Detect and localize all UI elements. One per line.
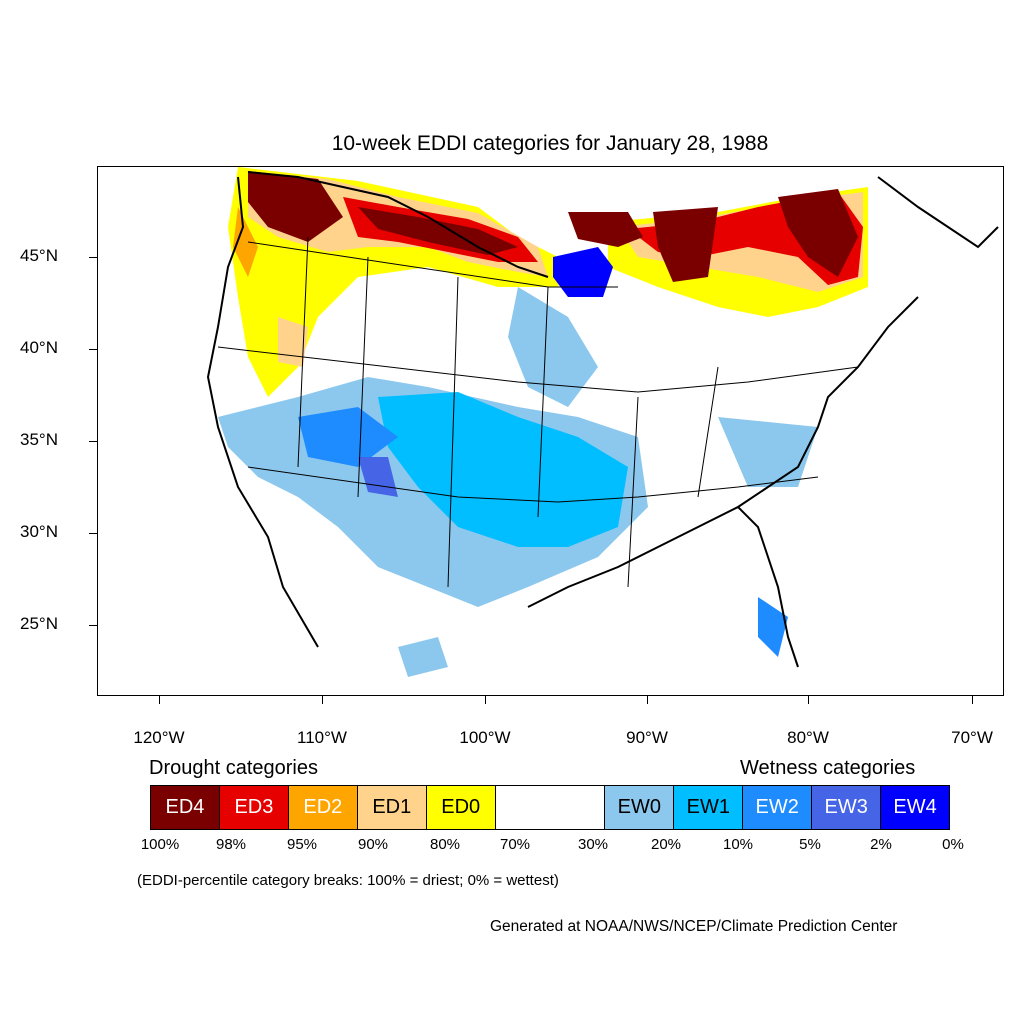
lon-tick-label: 100°W [459,728,511,747]
lat-tickmark [89,257,97,258]
legend-cell-ed4: ED4 [151,786,220,829]
legend-cell-ew4: EW4 [881,786,950,829]
drought-categories-label: Drought categories [149,757,318,779]
legend-break-label: 98% [215,836,247,853]
lon-tick-label: 90°W [626,728,668,747]
lat-tick-label: 45°N [20,246,58,265]
legend-break-label: 20% [650,836,682,853]
coastlines [206,171,999,668]
lat-tick-label: 30°N [20,522,58,541]
legend-cell-ed2: ED2 [288,786,358,829]
legend-break-label: 10% [722,836,754,853]
legend-cell-ed1: ED1 [357,786,427,829]
legend-break-label: 5% [799,836,821,853]
lat-tick-label: 35°N [20,430,58,449]
lon-tickmark [808,696,809,704]
lat-tickmark [89,533,97,534]
lon-tick-label: 120°W [133,728,185,747]
wet-central-region [218,287,818,677]
lon-tick-label: 110°W [297,728,347,747]
drought-northwest-region [228,167,568,397]
lat-tick-label: 40°N [20,338,58,357]
legend-break-label: 30% [577,836,609,853]
wet-minnesota-region [553,247,613,297]
lon-tick-label: 70°W [951,728,993,747]
state-borders [217,236,859,588]
source-credit: Generated at NOAA/NWS/NCEP/Climate Predi… [490,918,898,935]
lon-tickmark [972,696,973,704]
category-breaks-footnote: (EDDI-percentile category breaks: 100% =… [137,872,559,889]
lon-tickmark [647,696,648,704]
legend-break-label: 2% [870,836,892,853]
map-plot-area [97,166,1004,696]
eddi-map-svg [206,167,999,677]
lon-tick-label: 80°W [787,728,829,747]
lat-tickmark [89,441,97,442]
lon-tickmark [322,696,323,704]
lon-tickmark [485,696,486,704]
legend-break-label: 80% [429,836,461,853]
legend-cell-ew0: EW0 [605,786,675,829]
map-title: 10-week EDDI categories for January 28, … [331,132,769,155]
drought-northeast-region [568,187,868,317]
legend-cell-ed0: ED0 [426,786,496,829]
legend-break-label: 95% [286,836,318,853]
legend-cell-ew2: EW2 [743,786,813,829]
legend-cell-neutral [495,786,606,829]
lat-tick-label: 25°N [20,614,58,633]
legend-cell-ew1: EW1 [674,786,744,829]
lat-tickmark [89,625,97,626]
legend-break-label: 90% [357,836,389,853]
legend-cell-ed3: ED3 [219,786,289,829]
legend-break-label: 100% [140,836,180,853]
wetness-categories-label: Wetness categories [740,757,916,779]
legend-break-label: 70% [499,836,531,853]
lat-tickmark [89,349,97,350]
category-legend-bar: ED4 ED3 ED2 ED1 ED0 EW0 EW1 EW2 EW3 EW4 [150,785,950,830]
legend-break-label: 0% [942,836,964,853]
lon-tickmark [159,696,160,704]
legend-cell-ew3: EW3 [812,786,882,829]
